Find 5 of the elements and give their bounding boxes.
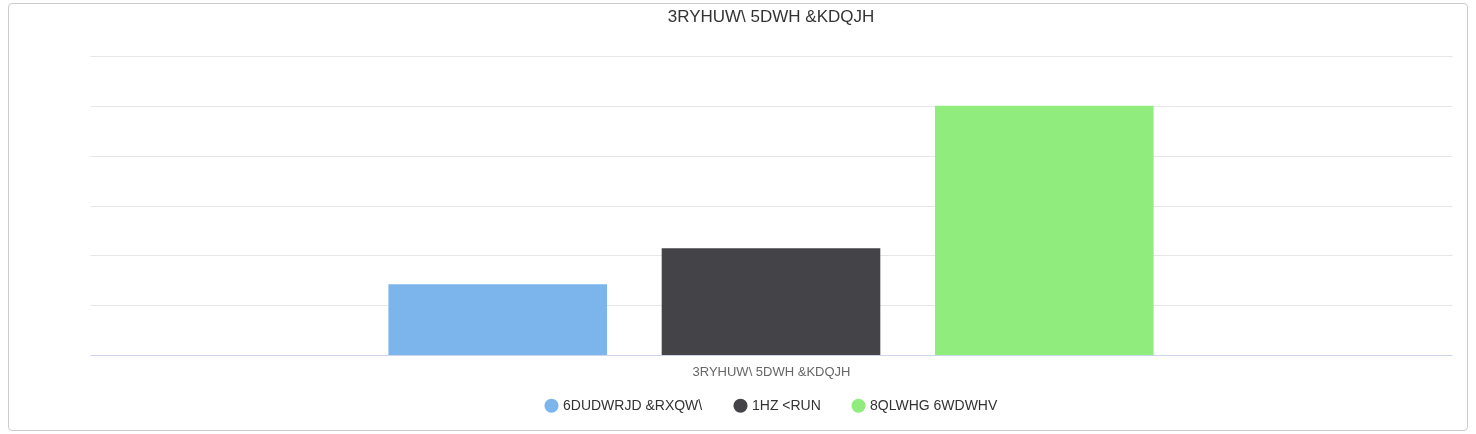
legend-label: 8QLWHG 6WDWHV (870, 396, 998, 413)
chart-title: 3RYHUW\ 5DWH &KDQJH (667, 7, 875, 26)
legend-label: 6DUDWRJD &RXQW\ (563, 396, 703, 413)
x-axis-title: 3RYHUW\ 5DWH &KDQJH (692, 363, 851, 379)
legend-label: 1HZ <RUN (752, 396, 821, 413)
